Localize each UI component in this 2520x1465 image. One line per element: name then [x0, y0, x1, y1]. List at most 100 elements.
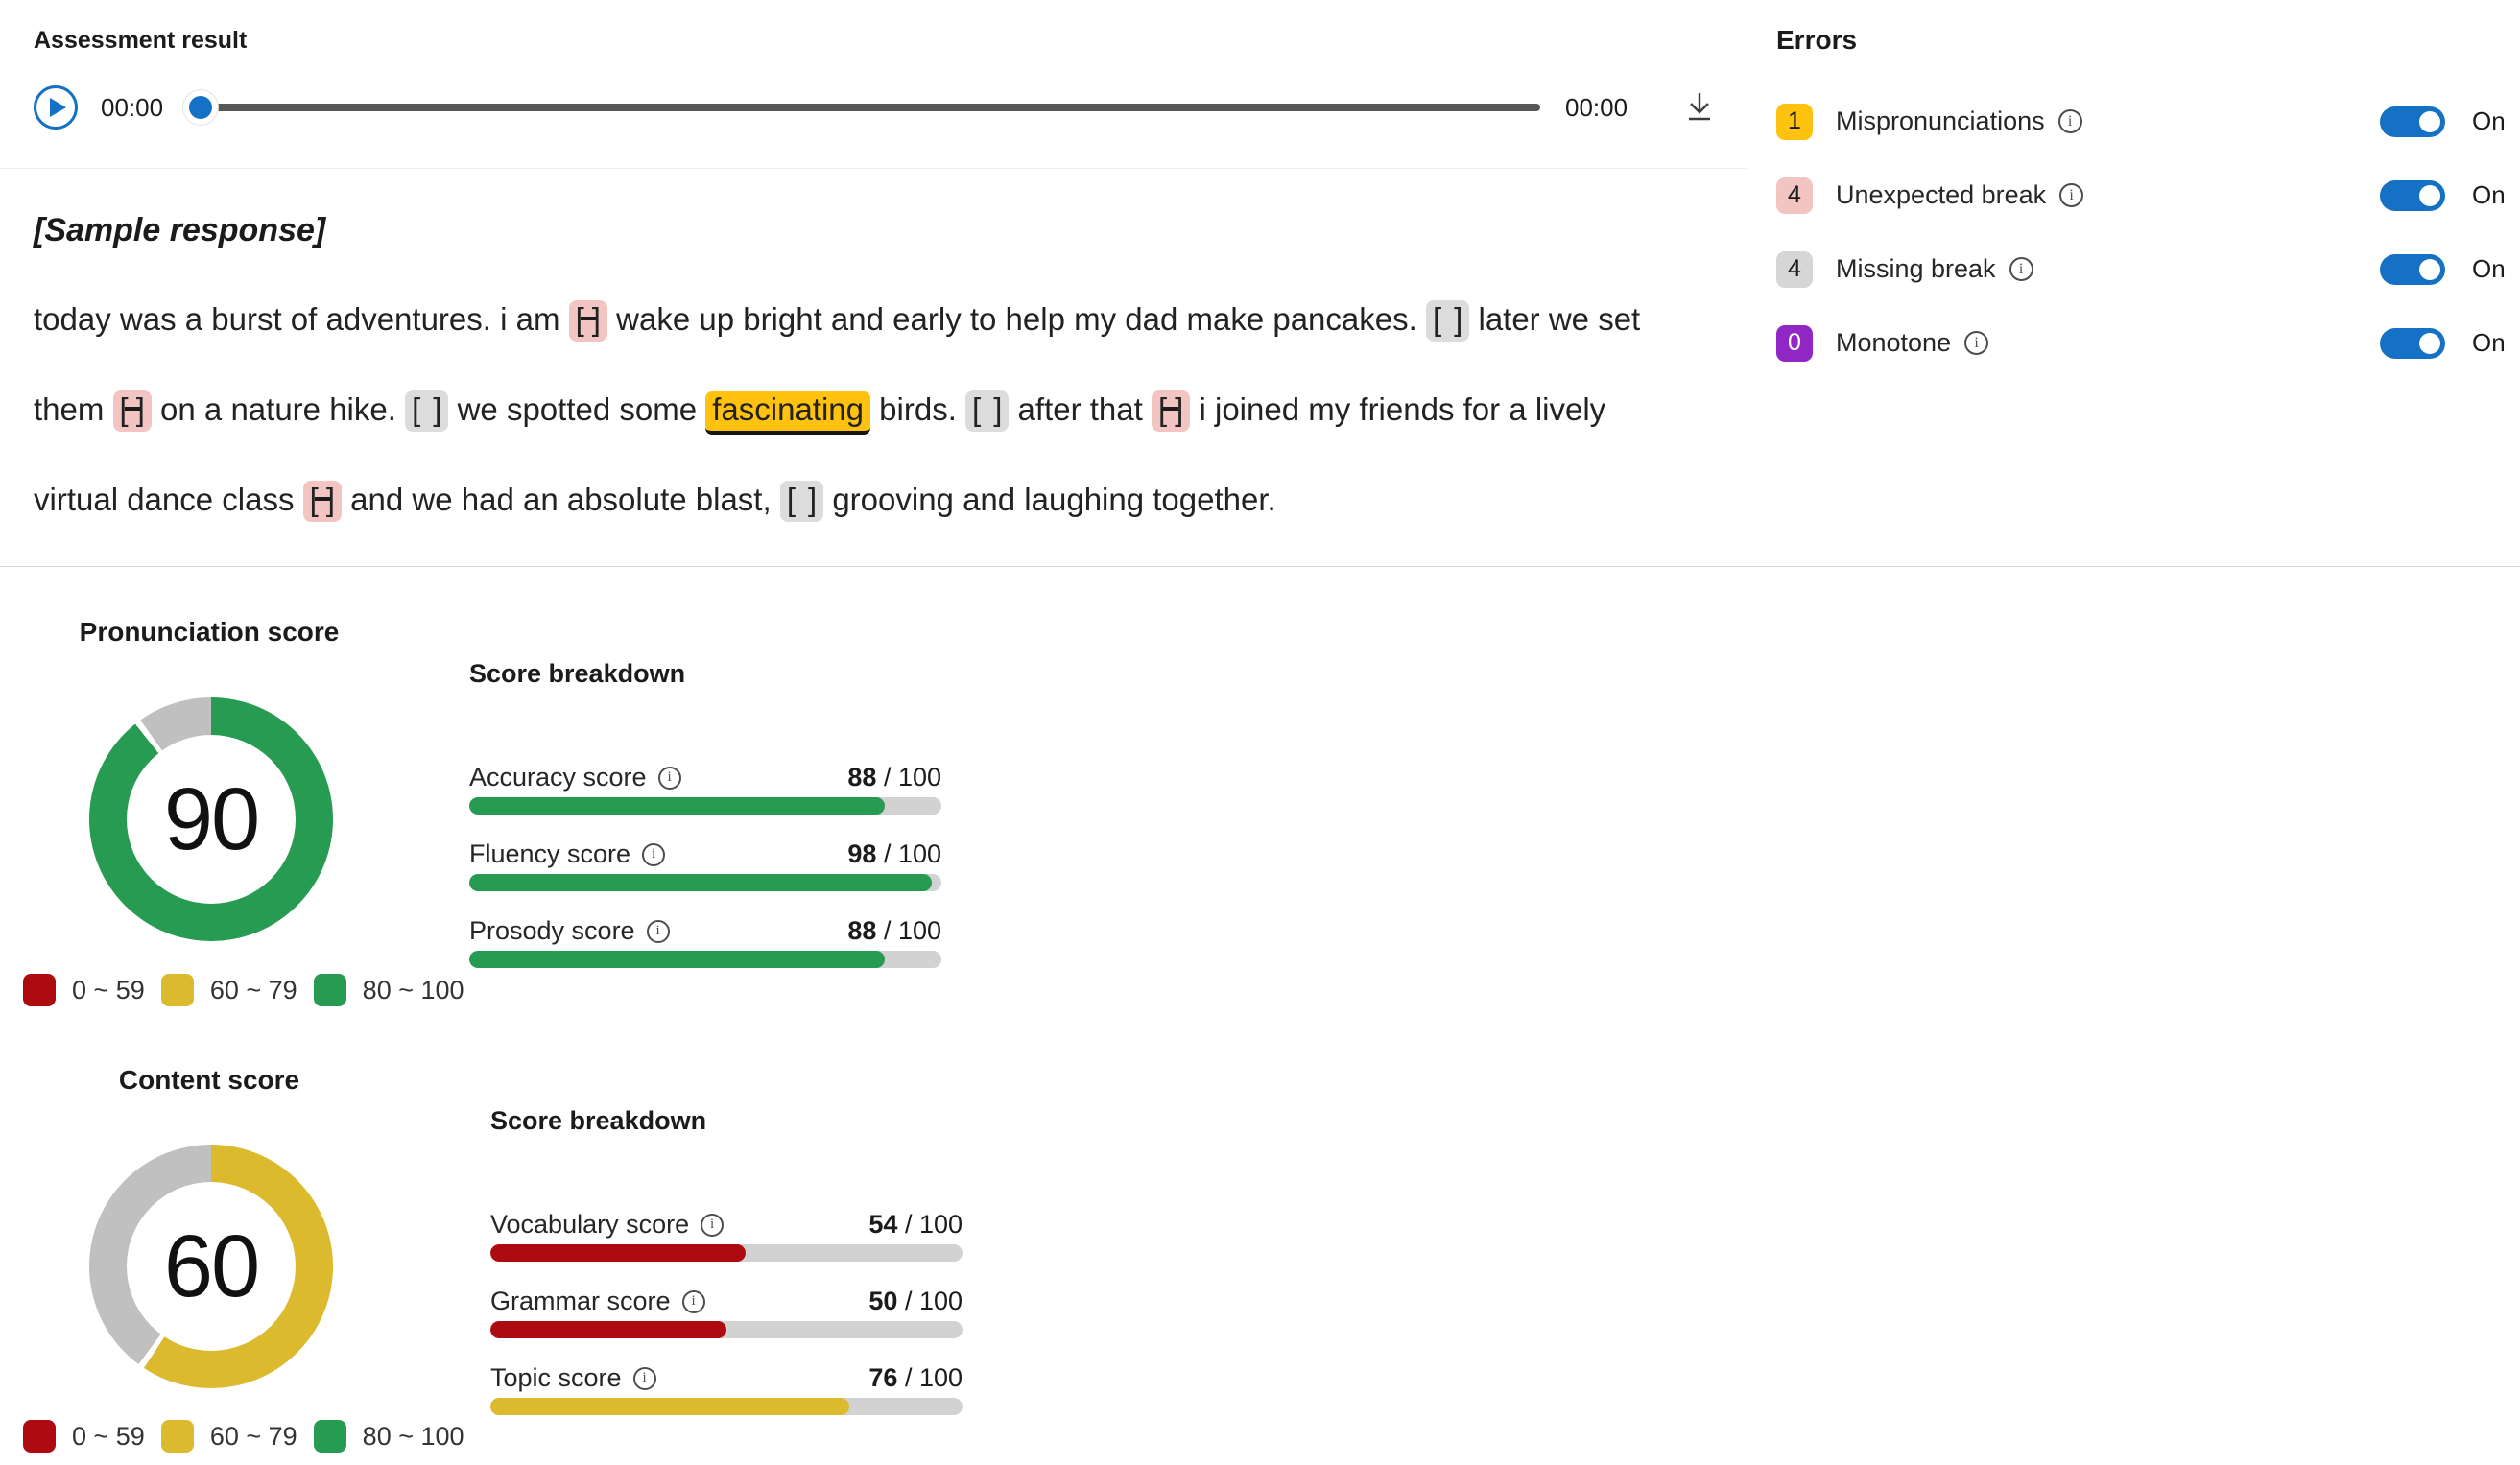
- monotone-toggle[interactable]: [2380, 327, 2445, 359]
- transcript-text: grooving and laughing together.: [823, 482, 1276, 517]
- content-breakdown: Score breakdown Vocabulary score i 54 / …: [490, 1104, 963, 1428]
- seek-slider-track[interactable]: [199, 104, 1540, 111]
- info-icon[interactable]: i: [2059, 183, 2084, 207]
- progress-bar-fill: [469, 951, 885, 968]
- missing-break-marker[interactable]: []: [779, 481, 824, 522]
- download-icon: [1689, 93, 1710, 121]
- transcript-text: later we set them: [34, 301, 1641, 427]
- error-label: Mispronunciations: [1836, 106, 2045, 135]
- metric-label: Fluency score: [469, 839, 631, 868]
- pronunciation-score-title: Pronunciation score: [79, 617, 340, 647]
- legend-swatch-green: [313, 974, 346, 1006]
- info-icon[interactable]: i: [657, 766, 681, 790]
- toggle-state-label: On: [2472, 328, 2506, 357]
- play-button[interactable]: [34, 85, 78, 130]
- mispronunciations-toggle[interactable]: [2380, 106, 2445, 137]
- content-gauge: 60: [89, 1145, 333, 1388]
- missing-break-marker[interactable]: []: [965, 390, 1010, 432]
- progress-bar: [490, 1244, 963, 1262]
- progress-bar: [469, 797, 941, 815]
- legend-label: 60 ~ 79: [209, 1421, 297, 1451]
- transcript-text: after that: [1009, 391, 1152, 427]
- metric-label: Accuracy score: [469, 763, 647, 792]
- toggle-state-label: On: [2472, 254, 2506, 283]
- unexpected-break-toggle[interactable]: [2380, 179, 2445, 211]
- metric-value: 98 / 100: [847, 839, 941, 868]
- transcript-text: we spotted some: [448, 391, 706, 427]
- legend-swatch-yellow: [160, 974, 194, 1006]
- error-count-badge: 1: [1776, 103, 1813, 140]
- metric-label: Vocabulary score: [490, 1210, 690, 1239]
- error-count-badge: 4: [1776, 250, 1813, 288]
- progress-bar: [490, 1321, 963, 1338]
- toggle-knob: [2419, 184, 2440, 206]
- unexpected-break-marker[interactable]: []: [1151, 390, 1191, 432]
- metric-fluency: Fluency score i 98 / 100: [469, 827, 941, 891]
- metric-grammar: Grammar score i 50 / 100: [490, 1274, 963, 1338]
- legend-swatch-yellow: [160, 1420, 194, 1453]
- error-label: Missing break: [1836, 254, 1996, 283]
- transcript-text: and we had an absolute blast,: [341, 482, 780, 517]
- unexpected-break-marker[interactable]: []: [302, 481, 342, 522]
- toggle-knob: [2419, 332, 2440, 354]
- legend-swatch-green: [313, 1420, 346, 1453]
- unexpected-break-marker[interactable]: []: [568, 300, 607, 342]
- progress-bar: [469, 951, 941, 968]
- toggle-knob: [2419, 110, 2440, 132]
- info-icon[interactable]: i: [646, 919, 670, 943]
- sample-response-heading: [Sample response]: [34, 212, 326, 248]
- seek-slider[interactable]: [189, 85, 1540, 130]
- metric-accuracy: Accuracy score i 88 / 100: [469, 750, 941, 815]
- info-icon[interactable]: i: [632, 1366, 656, 1390]
- transcript-section: [Sample response] today was a burst of a…: [0, 169, 1747, 545]
- info-icon[interactable]: i: [681, 1289, 705, 1313]
- progress-bar: [469, 874, 941, 891]
- error-row-monotone: 0 Monotone i On: [1776, 306, 2510, 380]
- info-icon[interactable]: i: [2009, 257, 2033, 281]
- missing-break-marker[interactable]: []: [1425, 300, 1470, 342]
- info-icon[interactable]: i: [1964, 331, 1989, 355]
- transcript-text: i joined my friends for a lively virtual…: [34, 391, 1606, 517]
- metric-label: Grammar score: [490, 1287, 671, 1315]
- content-score-title: Content score: [118, 1065, 300, 1095]
- pronunciation-breakdown: Score breakdown Accuracy score i 88 / 10…: [469, 657, 941, 981]
- metric-topic: Topic score i 76 / 100: [490, 1351, 963, 1415]
- missing-break-toggle[interactable]: [2380, 253, 2445, 285]
- transcript-text: wake up bright and early to help my dad …: [606, 301, 1426, 337]
- error-label: Unexpected break: [1836, 180, 2047, 209]
- page-title: Assessment result: [34, 27, 248, 54]
- current-time: 00:00: [101, 92, 164, 122]
- score-legend: 0 ~ 59 60 ~ 79 80 ~ 100: [23, 1420, 481, 1453]
- assessment-column: Assessment result 00:00 00:00: [0, 0, 1747, 566]
- toggle-knob: [2419, 258, 2440, 280]
- legend-item: 0 ~ 59: [23, 1420, 145, 1453]
- metric-prosody: Prosody score i 88 / 100: [469, 904, 941, 968]
- info-icon[interactable]: i: [701, 1213, 725, 1237]
- metric-value: 88 / 100: [847, 763, 941, 792]
- seek-slider-thumb[interactable]: [189, 96, 212, 119]
- legend-label: 0 ~ 59: [72, 1421, 145, 1451]
- metric-value: 76 / 100: [868, 1363, 963, 1392]
- audio-player: 00:00 00:00: [34, 85, 1747, 130]
- legend-label: 60 ~ 79: [209, 975, 297, 1004]
- play-icon: [50, 98, 66, 117]
- metric-vocabulary: Vocabulary score i 54 / 100: [490, 1197, 963, 1262]
- error-label: Monotone: [1836, 328, 1952, 357]
- missing-break-marker[interactable]: []: [405, 390, 449, 432]
- info-icon[interactable]: i: [642, 842, 666, 866]
- error-row-mispronunciations: 1 Mispronunciations i On: [1776, 84, 2510, 158]
- transcript-text: birds.: [870, 391, 966, 427]
- top-section: Assessment result 00:00 00:00: [0, 0, 2520, 567]
- download-button[interactable]: [1684, 91, 1715, 124]
- error-count-badge: 0: [1776, 324, 1813, 362]
- mispronounced-word[interactable]: fascinating: [705, 391, 870, 435]
- unexpected-break-marker[interactable]: []: [112, 390, 152, 432]
- legend-item: 60 ~ 79: [160, 1420, 297, 1453]
- progress-bar: [490, 1398, 963, 1415]
- errors-panel: Errors 1 Mispronunciations i On 4 Unexpe…: [1747, 0, 2520, 566]
- progress-bar-fill: [490, 1321, 726, 1338]
- pronunciation-score-value: 90: [163, 769, 260, 868]
- info-icon[interactable]: i: [2057, 109, 2082, 133]
- toggle-state-label: On: [2472, 106, 2506, 135]
- metric-value: 88 / 100: [847, 916, 941, 945]
